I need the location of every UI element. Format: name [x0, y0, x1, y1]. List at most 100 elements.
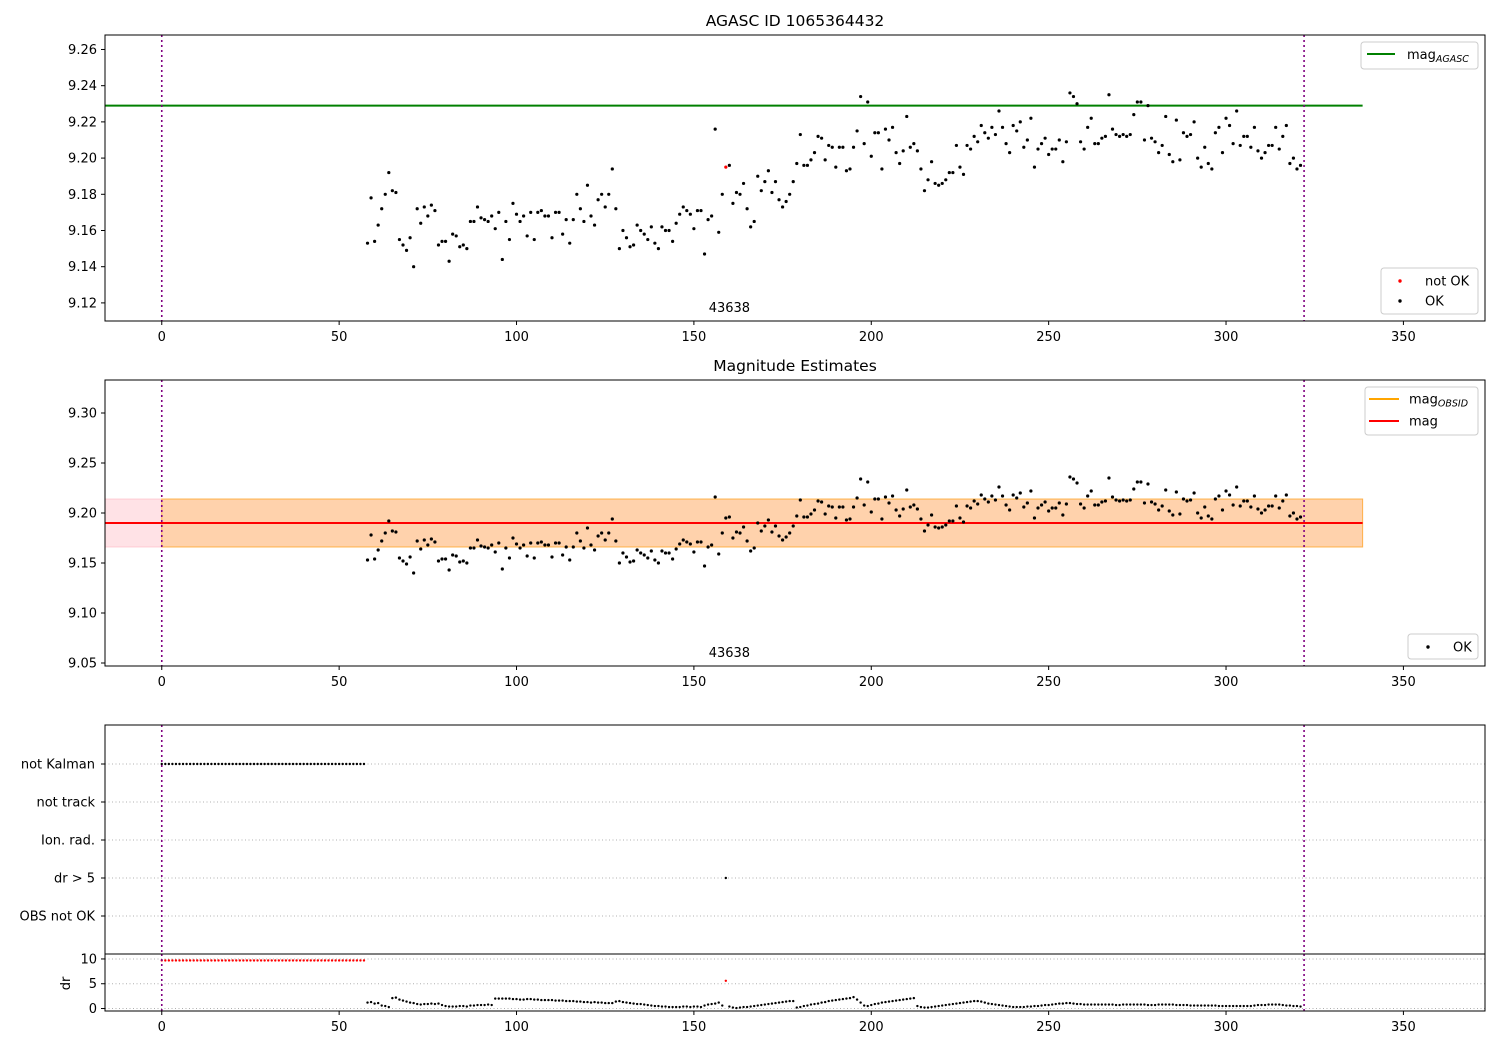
ok-point — [834, 165, 838, 169]
ok-point — [433, 208, 437, 213]
ok-point — [667, 228, 671, 233]
ok-point — [940, 181, 944, 186]
dr-point — [476, 1003, 479, 1007]
ok-point — [1249, 145, 1253, 149]
ok-point — [688, 542, 692, 546]
dr-capped-point — [345, 959, 348, 962]
ok-point — [607, 192, 611, 196]
ok-point — [1281, 134, 1285, 138]
dr-point — [902, 998, 905, 1001]
ok-point — [482, 545, 487, 549]
dr-point — [1270, 1003, 1274, 1006]
ok-point — [915, 507, 919, 511]
x-tick-label: 150 — [681, 1020, 706, 1035]
ok-point — [447, 259, 451, 263]
dr-point — [1196, 1004, 1199, 1007]
ok-point — [1022, 145, 1026, 149]
ok-point — [1086, 494, 1090, 498]
ok-point — [1238, 143, 1242, 148]
ok-point — [472, 219, 476, 224]
ok-point — [937, 526, 941, 530]
ok-point — [1036, 506, 1040, 510]
dr-point — [756, 1004, 759, 1007]
ok-point — [1008, 508, 1012, 512]
ok-point — [951, 170, 955, 175]
dr-point — [753, 1004, 756, 1008]
y-tick-label: 9.14 — [68, 260, 97, 275]
dr-point — [767, 1002, 770, 1006]
ok-point — [497, 210, 501, 214]
ok-point — [475, 205, 480, 209]
ok-point — [763, 180, 767, 184]
flag-row-label: not track — [36, 796, 95, 811]
dr-point — [891, 999, 894, 1003]
ok-point — [482, 218, 487, 222]
ok-point — [830, 505, 834, 509]
ok-point — [1174, 490, 1178, 494]
dr-point — [838, 998, 841, 1001]
ok-point — [869, 154, 873, 158]
ok-point — [1235, 485, 1239, 489]
dr-capped-point — [242, 959, 245, 962]
ok-point — [1071, 477, 1076, 481]
ok-point — [1103, 499, 1108, 503]
y-axis-label: dr — [59, 976, 74, 990]
dr-point — [511, 997, 515, 1001]
ok-point — [1288, 514, 1292, 518]
plot-frame — [104, 379, 1486, 667]
ok-point — [365, 241, 370, 245]
ok-point — [1217, 125, 1221, 129]
ok-point — [1125, 499, 1129, 503]
flag-point — [330, 762, 334, 766]
ok-point — [1015, 129, 1019, 133]
ok-point — [1100, 136, 1104, 140]
flag-point — [206, 762, 210, 766]
ok-point — [738, 531, 742, 535]
ok-point — [404, 562, 409, 566]
ok-point — [741, 181, 746, 186]
dr-point — [1129, 1003, 1132, 1006]
dr-point — [1299, 1005, 1302, 1008]
dr-capped-point — [235, 959, 238, 962]
ok-point — [592, 548, 597, 552]
dr-point — [1274, 1003, 1277, 1006]
dr-point — [554, 999, 557, 1002]
dr-point — [415, 1002, 419, 1006]
ok-point — [1082, 506, 1086, 510]
ok-point — [1295, 167, 1299, 171]
ok-point — [1284, 123, 1288, 128]
ok-point — [635, 548, 639, 552]
dr-capped-point — [348, 959, 351, 962]
ok-point — [1018, 491, 1022, 495]
dr-capped-point — [298, 959, 302, 962]
ok-point — [649, 549, 653, 553]
ok-point — [1203, 145, 1207, 149]
dr-capped-point — [167, 959, 171, 962]
ok-point — [717, 230, 721, 234]
dr-point — [1185, 1003, 1189, 1007]
flag-point — [227, 762, 231, 766]
ok-point — [1047, 509, 1051, 513]
dr-point — [845, 997, 848, 1000]
dr-point — [749, 1005, 752, 1008]
ok-point — [1043, 136, 1047, 140]
ok-point — [1128, 498, 1132, 502]
ok-point — [1082, 147, 1086, 151]
ok-point — [429, 537, 433, 541]
dr-point — [547, 998, 550, 1002]
ok-point — [986, 500, 990, 504]
dr-point — [894, 999, 898, 1002]
ok-point — [571, 218, 575, 222]
dr-point — [1295, 1004, 1299, 1008]
flag-row-label: OBS not OK — [20, 910, 96, 925]
ok-point — [1153, 502, 1157, 506]
flag-point — [188, 762, 192, 766]
ok-point — [791, 180, 795, 184]
dr-point — [572, 999, 575, 1003]
dr-capped-point — [203, 959, 206, 962]
ok-point — [773, 524, 778, 528]
dr-point — [568, 999, 571, 1003]
obsid-label: 43638 — [709, 301, 750, 316]
ok-point — [1217, 494, 1221, 498]
dr-point — [1160, 1003, 1164, 1006]
